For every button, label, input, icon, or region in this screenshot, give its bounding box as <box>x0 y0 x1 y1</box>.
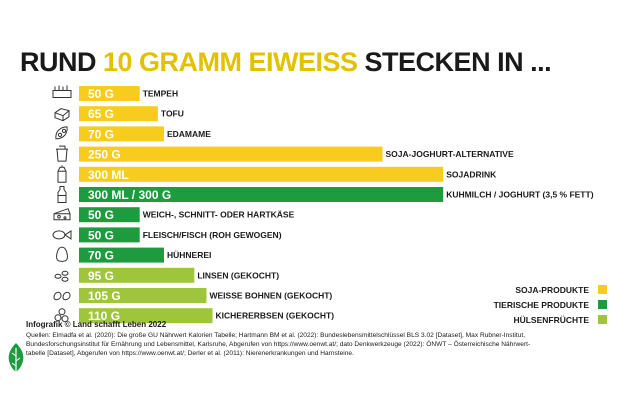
category-label: HÜHNEREI <box>167 250 211 260</box>
chart-title: RUND 10 GRAMM EIWEISS STECKEN IN ... <box>20 47 552 78</box>
credit: Infografik © Land schafft Leben 2022 <box>26 320 167 329</box>
category-label: KUHMILCH / JOGHURT (3,5 % FETT) <box>446 190 594 200</box>
source-line: tabelle [Dataset], Abgerufen von https:/… <box>26 350 354 357</box>
bar <box>79 146 383 162</box>
bar-value-label: 50 G <box>88 87 114 101</box>
category-label: WEISSE BOHNEN (GEKOCHT) <box>209 291 332 301</box>
chickpeas-icon <box>54 308 69 323</box>
source-line: Quellen: Elmadfa et al. (2020): Die groß… <box>26 332 526 339</box>
bar <box>79 227 140 243</box>
bar-value-label: 250 G <box>88 148 121 162</box>
bar-chart: 50 G TEMPEH 65 G TOFU 70 G EDAMAME 250 G SOJA-J… <box>52 85 594 324</box>
category-label: EDAMAME <box>167 129 211 139</box>
category-label: TEMPEH <box>143 89 178 99</box>
category-label: WEICH-, SCHNITT- ODER HARTKÄSE <box>143 210 295 220</box>
bar <box>79 86 140 101</box>
drink-carton-icon <box>57 165 67 183</box>
bar <box>79 207 140 223</box>
bar-value-label: 105 G <box>88 289 121 303</box>
legend-label: TIERISCHE PRODUKTE <box>493 299 589 310</box>
category-label: TOFU <box>161 109 184 119</box>
bar <box>79 267 195 283</box>
category-label: KICHERERBSEN (GEKOCHT) <box>216 311 335 321</box>
cheese-icon <box>53 208 71 221</box>
tempeh-icon <box>52 85 72 98</box>
legend-swatch <box>598 315 607 324</box>
bar <box>79 166 444 182</box>
legend-swatch <box>598 300 607 309</box>
bar-value-label: 70 G <box>88 127 114 141</box>
egg-icon <box>56 246 68 262</box>
bar <box>79 308 213 324</box>
legend-label: HÜLSENFRÜCHTE <box>513 314 589 325</box>
bar <box>79 187 444 202</box>
meat-fish-icon <box>52 229 72 240</box>
bar-value-label: 65 G <box>88 107 114 121</box>
legend-label: SOJA-PRODUKTE <box>515 284 589 295</box>
milk-bottle-icon <box>57 186 67 203</box>
legend-item-huelsen: HÜLSENFRÜCHTE <box>494 312 607 327</box>
edamame-icon <box>55 126 68 140</box>
legend-item-tierisch: TIERISCHE PRODUKTE <box>494 297 607 312</box>
bar <box>79 106 158 122</box>
bar-value-label: 300 ML <box>88 168 129 182</box>
bar-value-label: 110 G <box>88 309 120 323</box>
category-label: LINSEN (GEKOCHT) <box>197 270 279 280</box>
bar <box>79 247 164 263</box>
source-line: Bundesforschungsinstitut für Ernährung u… <box>26 341 531 348</box>
category-label: SOJA-JOGHURT-ALTERNATIVE <box>386 149 514 159</box>
legend-item-soja: SOJA-PRODUKTE <box>494 282 607 297</box>
leaf-logo-icon <box>8 343 24 375</box>
beans-icon <box>53 291 71 301</box>
title-part2: STECKEN IN ... <box>357 47 552 77</box>
title-part1: RUND <box>20 47 103 77</box>
lentils-icon <box>54 270 69 282</box>
sources: Quellen: Elmadfa et al. (2020): Die groß… <box>26 331 626 358</box>
bar-value-label: 50 G <box>88 228 114 242</box>
legend: SOJA-PRODUKTE TIERISCHE PRODUKTE HÜLSENF… <box>494 282 607 327</box>
bar-value-label: 95 G <box>88 269 114 283</box>
bar <box>79 126 164 142</box>
bar-value-label: 70 G <box>88 249 114 263</box>
bar <box>79 288 207 303</box>
category-label: SOJADRINK <box>446 169 497 179</box>
tofu-icon <box>54 108 70 122</box>
bar-value-label: 50 G <box>88 208 114 222</box>
bar-value-label: 300 ML / 300 G <box>88 188 171 202</box>
yogurt-cup-icon <box>56 145 68 162</box>
category-label: FLEISCH/FISCH (ROH GEWOGEN) <box>143 230 282 240</box>
legend-swatch <box>598 285 607 294</box>
title-highlight: 10 GRAMM EIWEISS <box>103 47 358 77</box>
